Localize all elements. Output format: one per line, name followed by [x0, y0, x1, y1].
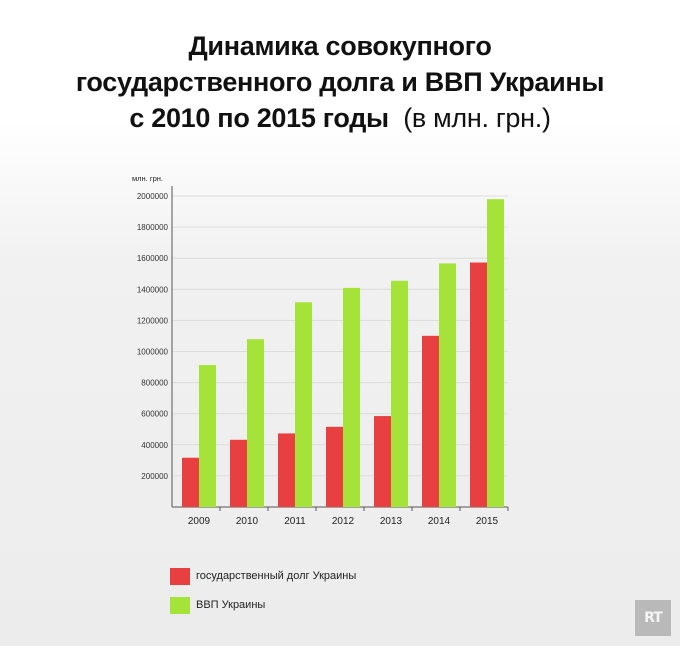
title-years: с 2010 по 2015 годы	[129, 103, 389, 133]
y-tick-label: 1200000	[137, 316, 169, 325]
bar-gdp	[199, 364, 216, 507]
legend-item-debt: государственный долг Украины	[170, 566, 356, 586]
x-tick-label: 2014	[428, 516, 451, 527]
x-tick-label: 2015	[476, 516, 499, 527]
title-line-1: Динамика совокупного	[188, 31, 492, 61]
bar-debt	[422, 335, 439, 507]
y-tick-label: 1800000	[137, 223, 169, 232]
bar-debt	[182, 457, 199, 507]
legend-swatch-gdp	[170, 596, 190, 614]
title-unit: (в млн. грн.)	[403, 103, 551, 133]
bar-gdp	[487, 199, 504, 507]
legend-label-debt: государственный долг Украины	[196, 570, 357, 582]
bar-gdp	[295, 302, 312, 507]
y-tick-label: 600000	[141, 410, 168, 419]
bar-debt	[374, 416, 391, 507]
y-tick-label: 200000	[141, 472, 168, 481]
title-line-3: с 2010 по 2015 годы (в млн. грн.)	[0, 100, 680, 136]
y-tick-label: 1600000	[137, 254, 169, 263]
bar-debt	[278, 433, 295, 507]
y-tick-label: 2000000	[137, 192, 169, 201]
bar-gdp	[391, 280, 408, 507]
bar-gdp	[343, 287, 360, 507]
chart-title: Динамика совокупного государственного до…	[0, 28, 680, 136]
x-tick-label: 2012	[332, 516, 355, 527]
bar-debt	[230, 439, 247, 507]
y-tick-label: 800000	[141, 379, 168, 388]
y-tick-label: 1400000	[137, 285, 169, 294]
legend-swatch-debt	[170, 567, 190, 585]
x-tick-label: 2010	[236, 516, 259, 527]
rt-logo-text: RT	[644, 610, 663, 626]
legend-item-gdp: ВВП Украины	[170, 595, 356, 615]
bar-debt	[470, 262, 487, 507]
legend-label-gdp: ВВП Украины	[196, 599, 266, 611]
title-line-2: государственного долга и ВВП Украины	[75, 67, 605, 97]
bar-chart: 200000 400000 600000 800000 1000000 1200000 14…	[132, 174, 509, 527]
x-tick-label: 2013	[380, 516, 403, 527]
bar-gdp	[247, 339, 264, 507]
x-tick-label: 2011	[284, 516, 306, 527]
x-tick-label: 2009	[188, 516, 211, 527]
rt-logo: RT	[635, 600, 671, 636]
y-axis-label: млн. грн.	[132, 174, 163, 183]
bar-gdp	[439, 263, 456, 507]
y-tick-label: 1000000	[137, 348, 169, 357]
y-tick-label: 400000	[141, 441, 168, 450]
bar-debt	[326, 426, 343, 507]
legend: государственный долг Украины ВВП Украины	[170, 566, 356, 624]
